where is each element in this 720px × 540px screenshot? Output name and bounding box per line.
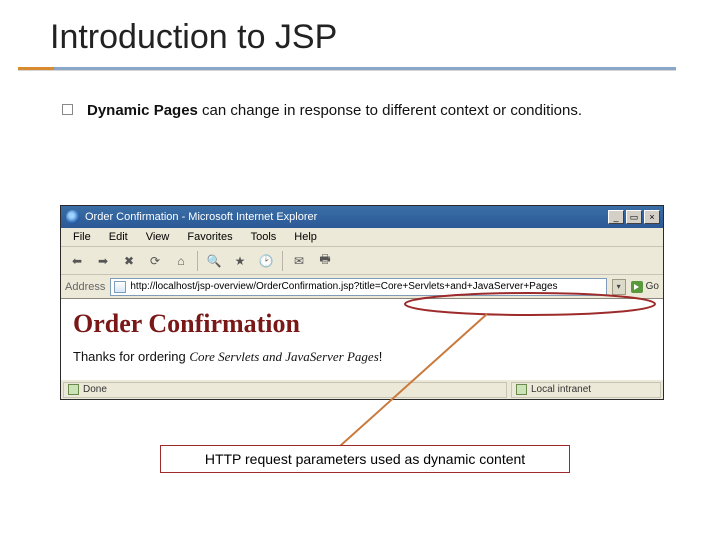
bullet-marker — [62, 104, 73, 115]
menu-view[interactable]: View — [138, 229, 178, 245]
ie-addressbar: Address http://localhost/jsp-overview/Or… — [61, 275, 663, 299]
ie-logo-icon — [66, 210, 80, 224]
refresh-button[interactable]: ⟳ — [143, 250, 167, 272]
menu-file[interactable]: File — [65, 229, 99, 245]
bullet-rest: can change in response to different cont… — [198, 102, 582, 119]
page-heading: Order Confirmation — [73, 309, 651, 339]
minimize-button[interactable]: _ — [608, 210, 624, 224]
address-input[interactable]: http://localhost/jsp-overview/OrderConfi… — [110, 278, 606, 296]
ie-titlebar: Order Confirmation - Microsoft Internet … — [61, 206, 663, 228]
ie-statusbar: Done Local intranet — [61, 379, 663, 399]
window-title: Order Confirmation - Microsoft Internet … — [85, 211, 317, 223]
history-button[interactable]: 🕑 — [254, 250, 278, 272]
page-icon — [114, 281, 126, 293]
url-text: http://localhost/jsp-overview/OrderConfi… — [130, 281, 557, 292]
ie-window: Order Confirmation - Microsoft Internet … — [60, 205, 664, 400]
callout-box: HTTP request parameters used as dynamic … — [160, 445, 570, 473]
mail-button[interactable]: ✉ — [287, 250, 311, 272]
close-button[interactable]: × — [644, 210, 660, 224]
bullet-text: Dynamic Pages can change in response to … — [87, 101, 582, 121]
page-text-suffix: ! — [379, 349, 383, 364]
home-button[interactable]: ⌂ — [169, 250, 193, 272]
callout-text: HTTP request parameters used as dynamic … — [205, 451, 525, 467]
slide-title: Introduction to JSP — [0, 0, 720, 67]
status-left: Done — [63, 382, 507, 398]
ie-toolbar: ⬅ ➡ ✖ ⟳ ⌂ 🔍 ★ 🕑 ✉ 🖶 — [61, 247, 663, 275]
menu-favorites[interactable]: Favorites — [179, 229, 240, 245]
address-label: Address — [65, 281, 105, 293]
go-icon — [631, 281, 643, 293]
go-label: Go — [646, 281, 659, 292]
title-rule — [18, 67, 676, 71]
print-button[interactable]: 🖶 — [313, 250, 337, 272]
menu-edit[interactable]: Edit — [101, 229, 136, 245]
stop-button[interactable]: ✖ — [117, 250, 141, 272]
status-left-text: Done — [83, 384, 107, 395]
maximize-button[interactable]: ▭ — [626, 210, 642, 224]
forward-button[interactable]: ➡ — [91, 250, 115, 272]
done-icon — [68, 384, 79, 395]
page-paragraph: Thanks for ordering Core Servlets and Ja… — [73, 349, 651, 365]
go-button[interactable]: Go — [631, 281, 659, 293]
status-right: Local intranet — [511, 382, 661, 398]
search-button[interactable]: 🔍 — [202, 250, 226, 272]
bullet-block: Dynamic Pages can change in response to … — [0, 71, 720, 121]
ie-menubar: File Edit View Favorites Tools Help — [61, 228, 663, 247]
menu-tools[interactable]: Tools — [243, 229, 285, 245]
page-text-prefix: Thanks for ordering — [73, 349, 189, 364]
status-right-text: Local intranet — [531, 384, 591, 395]
zone-icon — [516, 384, 527, 395]
bullet-bold: Dynamic Pages — [87, 102, 198, 119]
toolbar-separator — [197, 251, 198, 271]
back-button[interactable]: ⬅ — [65, 250, 89, 272]
menu-help[interactable]: Help — [286, 229, 325, 245]
toolbar-separator — [282, 251, 283, 271]
page-text-italic: Core Servlets and JavaServer Pages — [189, 349, 378, 364]
address-dropdown[interactable]: ▾ — [612, 279, 626, 295]
favorites-button[interactable]: ★ — [228, 250, 252, 272]
ie-content-area: Order Confirmation Thanks for ordering C… — [61, 299, 663, 379]
